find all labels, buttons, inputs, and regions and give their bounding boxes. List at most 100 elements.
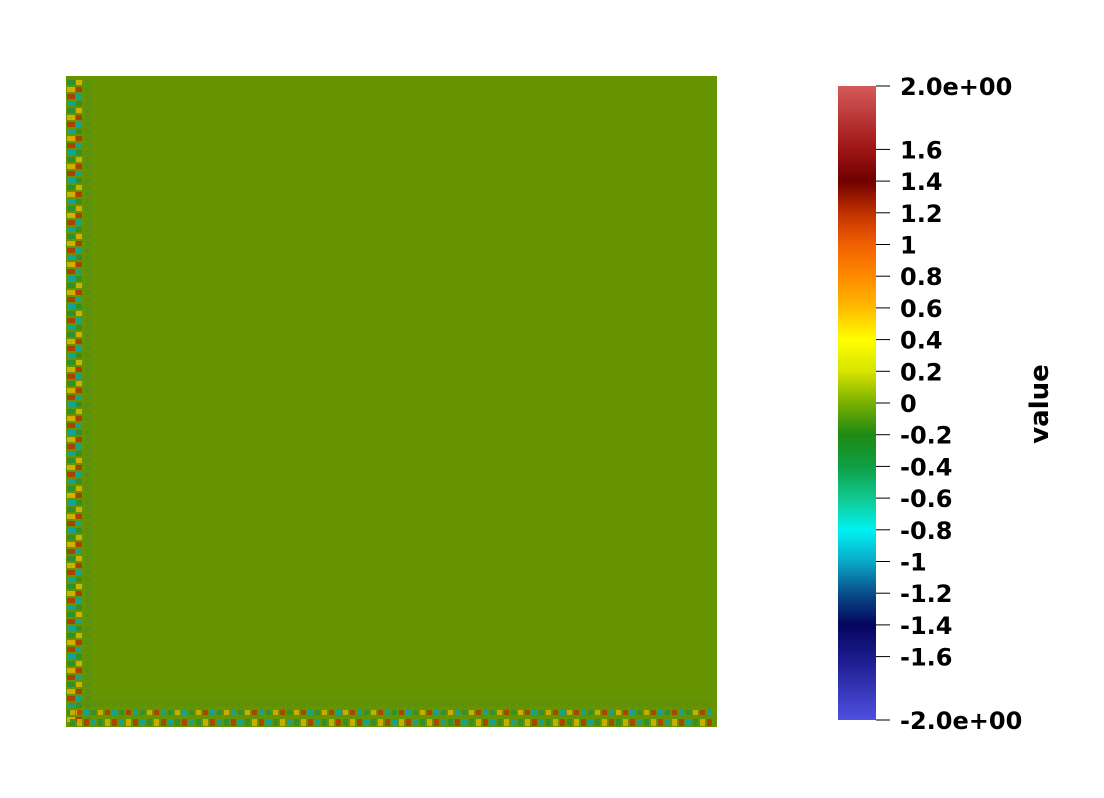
edge-artifact (85, 332, 91, 337)
edge-artifact (343, 719, 348, 726)
edge-artifact (518, 710, 523, 715)
edge-artifact (245, 719, 250, 726)
edge-artifact (350, 719, 355, 726)
edge-artifact (85, 381, 91, 386)
edge-artifact (67, 591, 75, 596)
edge-artifact (76, 374, 82, 379)
edge-artifact (707, 710, 712, 715)
edge-artifact (364, 701, 369, 706)
edge-artifact (252, 710, 257, 715)
edge-artifact (67, 458, 75, 463)
edge-artifact (707, 701, 712, 706)
edge-artifact (238, 710, 243, 715)
edge-artifact (105, 710, 110, 715)
edge-artifact (350, 710, 355, 715)
edge-artifact (85, 535, 91, 540)
edge-artifact (224, 710, 229, 715)
edge-artifact (67, 143, 75, 148)
edge-artifact (126, 710, 131, 715)
edge-artifact (700, 719, 705, 726)
edge-artifact (76, 591, 82, 596)
edge-artifact (85, 248, 91, 253)
edge-artifact (76, 668, 82, 673)
edge-artifact (76, 115, 82, 120)
edge-artifact (76, 353, 82, 358)
edge-artifact (574, 701, 579, 706)
edge-artifact (231, 710, 236, 715)
edge-artifact (560, 719, 565, 726)
edge-artifact (76, 381, 82, 386)
edge-artifact (67, 409, 75, 414)
edge-artifact (434, 719, 439, 726)
edge-artifact (76, 143, 82, 148)
edge-artifact (364, 710, 369, 715)
edge-artifact (511, 701, 516, 706)
edge-artifact (630, 719, 635, 726)
edge-artifact (476, 701, 481, 706)
edge-artifact (85, 465, 91, 470)
edge-artifact (112, 710, 117, 715)
edge-artifact (85, 255, 91, 260)
edge-artifact (85, 521, 91, 526)
edge-artifact (85, 325, 91, 330)
edge-artifact (76, 80, 82, 85)
edge-artifact (85, 493, 91, 498)
edge-artifact (67, 696, 75, 701)
edge-artifact (67, 640, 75, 645)
colorbar: 2.0e+00 1.6 1.4 1.2 1 0.8 0.6 0.4 0.2 0 -0.2 -0.4 -0… (838, 73, 1055, 735)
colorbar-tick-label: -1.6 (900, 644, 952, 672)
edge-artifact (76, 346, 82, 351)
edge-artifact (85, 220, 91, 225)
edge-artifact (133, 719, 138, 726)
colorbar-tick-label: -1 (900, 549, 927, 577)
edge-artifact (76, 220, 82, 225)
edge-artifact (238, 719, 243, 726)
edge-artifact (85, 640, 91, 645)
edge-artifact (76, 87, 82, 92)
edge-artifact (76, 395, 82, 400)
edge-artifact (490, 719, 495, 726)
edge-artifact (67, 577, 75, 582)
edge-artifact (84, 719, 89, 726)
edge-artifact (371, 719, 376, 726)
edge-artifact (67, 479, 75, 484)
edge-artifact (581, 710, 586, 715)
edge-artifact (154, 710, 159, 715)
edge-artifact (189, 701, 194, 706)
edge-artifact (85, 437, 91, 442)
edge-artifact (357, 710, 362, 715)
edge-artifact (76, 241, 82, 246)
edge-artifact (76, 472, 82, 477)
edge-artifact (560, 710, 565, 715)
edge-artifact (280, 701, 285, 706)
edge-artifact (85, 577, 91, 582)
edge-artifact (231, 701, 236, 706)
edge-artifact (413, 701, 418, 706)
edge-artifact (315, 719, 320, 726)
edge-artifact (266, 719, 271, 726)
edge-artifact (392, 710, 397, 715)
edge-artifact (266, 710, 271, 715)
edge-artifact (85, 241, 91, 246)
edge-artifact (231, 719, 236, 726)
edge-artifact (76, 570, 82, 575)
edge-artifact (67, 500, 75, 505)
edge-artifact (67, 213, 75, 218)
edge-artifact (85, 227, 91, 232)
edge-artifact (567, 701, 572, 706)
edge-artifact (67, 241, 75, 246)
edge-artifact (343, 701, 348, 706)
edge-artifact (85, 143, 91, 148)
edge-artifact (67, 514, 75, 519)
edge-artifact (665, 710, 670, 715)
edge-artifact (67, 675, 75, 680)
edge-artifact (217, 710, 222, 715)
colorbar-tick-label: 1 (900, 232, 917, 260)
edge-artifact (67, 248, 75, 253)
edge-artifact (67, 521, 75, 526)
field-left-edge-artifacts (67, 80, 91, 722)
edge-artifact (196, 719, 201, 726)
edge-artifact (462, 701, 467, 706)
edge-artifact (85, 206, 91, 211)
edge-artifact (85, 276, 91, 281)
